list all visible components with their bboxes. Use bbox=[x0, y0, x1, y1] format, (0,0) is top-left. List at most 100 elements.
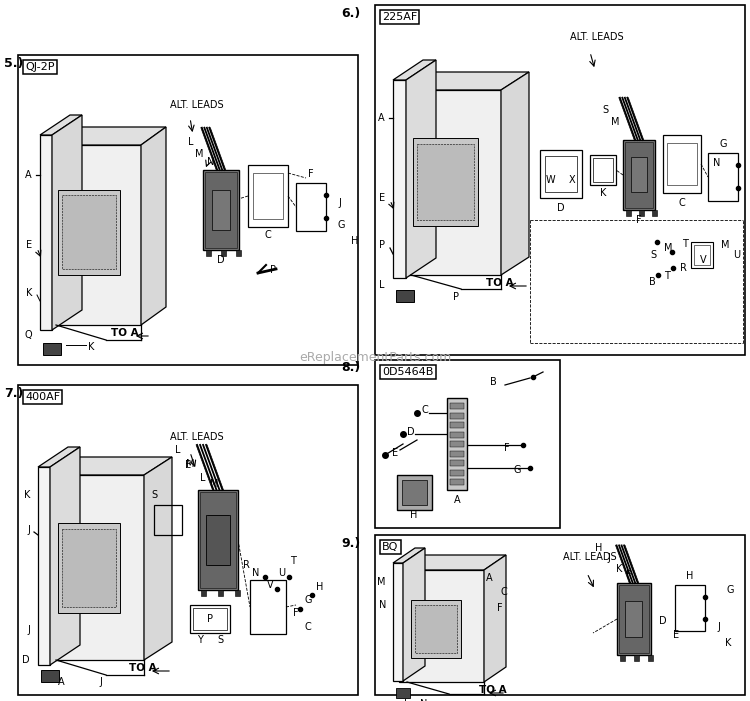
Text: Y: Y bbox=[197, 635, 203, 645]
Bar bbox=[450, 403, 464, 409]
Polygon shape bbox=[406, 60, 436, 278]
Text: ALT. LEADS: ALT. LEADS bbox=[563, 552, 616, 562]
Bar bbox=[396, 688, 410, 698]
Text: K: K bbox=[600, 188, 606, 198]
Bar bbox=[18, 385, 358, 695]
Text: P: P bbox=[207, 614, 213, 624]
Bar bbox=[617, 583, 651, 655]
Bar bbox=[296, 183, 326, 231]
Bar bbox=[450, 432, 464, 437]
Text: A: A bbox=[486, 573, 492, 583]
Bar bbox=[450, 412, 464, 418]
Text: U: U bbox=[278, 568, 286, 578]
Bar bbox=[417, 144, 474, 220]
Text: R: R bbox=[680, 263, 686, 273]
Polygon shape bbox=[52, 115, 82, 330]
Bar bbox=[399, 570, 484, 682]
Text: TO A: TO A bbox=[479, 685, 507, 695]
Text: S: S bbox=[602, 105, 608, 115]
Bar bbox=[631, 157, 647, 192]
Text: K: K bbox=[88, 342, 94, 352]
Text: M: M bbox=[186, 459, 194, 469]
Bar bbox=[375, 5, 745, 355]
Text: V: V bbox=[700, 255, 706, 265]
Text: S: S bbox=[151, 490, 157, 500]
Text: A: A bbox=[26, 170, 32, 180]
Bar bbox=[396, 290, 414, 302]
Text: N: N bbox=[713, 158, 720, 168]
Polygon shape bbox=[501, 72, 529, 275]
Text: D: D bbox=[22, 655, 30, 665]
Bar bbox=[708, 153, 738, 201]
Bar bbox=[393, 563, 403, 681]
Bar bbox=[43, 343, 61, 355]
Bar bbox=[401, 90, 501, 275]
Text: F: F bbox=[504, 443, 510, 453]
Text: H: H bbox=[351, 236, 358, 246]
Polygon shape bbox=[399, 555, 506, 570]
Bar bbox=[58, 523, 120, 613]
Bar bbox=[62, 195, 116, 269]
Text: 225AF: 225AF bbox=[382, 12, 417, 22]
Bar bbox=[236, 250, 241, 256]
Bar bbox=[415, 605, 457, 653]
Text: H: H bbox=[686, 571, 694, 581]
Polygon shape bbox=[46, 127, 166, 145]
Bar bbox=[208, 515, 228, 565]
Polygon shape bbox=[40, 115, 82, 135]
Bar bbox=[218, 590, 223, 596]
Text: D: D bbox=[659, 616, 667, 626]
Text: S: S bbox=[217, 635, 223, 645]
Text: ALT. LEADS: ALT. LEADS bbox=[170, 100, 224, 110]
Text: U: U bbox=[734, 250, 740, 260]
Text: 8.): 8.) bbox=[342, 362, 361, 374]
Bar bbox=[590, 155, 616, 185]
Bar bbox=[691, 242, 713, 268]
Text: C: C bbox=[422, 405, 428, 415]
Text: eReplacementParts.com: eReplacementParts.com bbox=[298, 351, 452, 365]
Text: N: N bbox=[252, 568, 260, 578]
Bar bbox=[248, 165, 288, 227]
Text: B: B bbox=[490, 377, 496, 387]
Bar bbox=[625, 142, 653, 208]
Text: L: L bbox=[200, 473, 206, 483]
Text: X: X bbox=[568, 175, 575, 185]
Polygon shape bbox=[393, 60, 436, 80]
Bar bbox=[626, 210, 631, 216]
Text: K: K bbox=[725, 638, 731, 648]
Text: J: J bbox=[27, 625, 30, 635]
Bar bbox=[652, 210, 657, 216]
Text: H: H bbox=[410, 510, 418, 520]
Bar bbox=[667, 143, 697, 185]
Text: F: F bbox=[636, 215, 642, 225]
Text: D: D bbox=[217, 255, 225, 265]
Text: M: M bbox=[664, 243, 672, 253]
Polygon shape bbox=[484, 555, 506, 682]
Bar bbox=[205, 172, 237, 248]
Bar bbox=[154, 505, 182, 535]
Bar bbox=[198, 490, 238, 590]
Bar bbox=[62, 529, 116, 607]
Text: K: K bbox=[616, 564, 622, 574]
Text: N: N bbox=[207, 157, 214, 167]
Bar bbox=[201, 590, 206, 596]
Text: C: C bbox=[679, 198, 686, 208]
Text: 9.): 9.) bbox=[342, 536, 361, 550]
Polygon shape bbox=[46, 457, 172, 475]
Text: G: G bbox=[304, 595, 312, 605]
Polygon shape bbox=[144, 457, 172, 660]
Bar bbox=[450, 422, 464, 428]
Bar bbox=[694, 245, 710, 265]
Bar bbox=[397, 475, 432, 510]
Bar bbox=[206, 515, 230, 565]
Text: P: P bbox=[379, 240, 385, 250]
Bar bbox=[58, 190, 120, 275]
Text: E: E bbox=[379, 193, 385, 203]
Text: E: E bbox=[185, 460, 191, 470]
Bar bbox=[193, 608, 227, 630]
Text: T: T bbox=[664, 271, 670, 281]
Text: 5.): 5.) bbox=[4, 57, 23, 69]
Text: G: G bbox=[338, 220, 346, 230]
Polygon shape bbox=[38, 447, 80, 467]
Text: H: H bbox=[316, 582, 324, 592]
